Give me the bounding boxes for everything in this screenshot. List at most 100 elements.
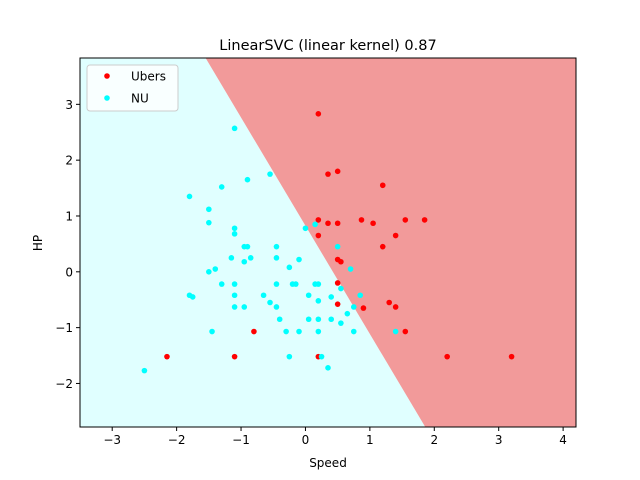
point-nu	[328, 316, 334, 322]
point-nu	[325, 365, 331, 371]
point-nu	[306, 292, 312, 298]
point-nu	[248, 255, 254, 261]
point-nu	[303, 225, 309, 231]
y-axis-label: HP	[31, 235, 45, 251]
point-nu	[219, 281, 225, 287]
y-tick-label: 1	[65, 209, 73, 223]
y-tick-label: 2	[65, 154, 73, 168]
point-ubers	[380, 244, 386, 250]
point-nu	[267, 171, 273, 177]
point-nu	[274, 244, 280, 250]
point-nu	[316, 281, 322, 287]
point-ubers	[325, 171, 331, 177]
y-tick-label: 0	[65, 265, 73, 279]
point-nu	[209, 329, 215, 335]
point-ubers	[164, 354, 170, 360]
point-nu	[187, 194, 193, 200]
point-ubers	[335, 301, 341, 307]
x-tick-label: 3	[495, 433, 503, 447]
point-nu	[283, 329, 289, 335]
point-nu	[206, 269, 212, 275]
point-nu	[232, 304, 238, 310]
point-nu	[345, 311, 351, 317]
point-nu	[232, 231, 238, 237]
point-ubers	[444, 354, 450, 360]
point-nu	[241, 304, 247, 310]
point-nu	[277, 316, 283, 322]
point-nu	[245, 244, 251, 250]
x-tick-label: 2	[430, 433, 438, 447]
point-ubers	[393, 304, 399, 310]
x-tick-label: −2	[168, 433, 186, 447]
point-ubers	[316, 217, 322, 223]
point-nu	[351, 329, 357, 335]
point-ubers	[370, 220, 376, 226]
point-ubers	[335, 169, 341, 175]
point-nu	[351, 304, 357, 310]
chart-title: LinearSVC (linear kernel) 0.87	[219, 38, 436, 54]
point-nu	[316, 316, 322, 322]
point-ubers	[386, 300, 392, 306]
point-nu	[296, 257, 302, 263]
point-nu	[232, 225, 238, 231]
x-tick-label: −3	[103, 433, 121, 447]
point-ubers	[422, 217, 428, 223]
point-nu	[261, 292, 267, 298]
point-nu	[212, 266, 218, 272]
legend-label-nu: NU	[131, 92, 149, 106]
legend-marker-nu	[104, 95, 110, 101]
point-nu	[142, 368, 148, 374]
point-nu	[287, 265, 293, 271]
point-nu	[206, 220, 212, 226]
point-nu	[274, 281, 280, 287]
point-ubers	[509, 354, 515, 360]
point-nu	[296, 329, 302, 335]
point-nu	[338, 286, 344, 292]
point-nu	[274, 255, 280, 261]
point-ubers	[232, 354, 238, 360]
y-axis: −2 −1 0 1 2 3	[55, 98, 80, 391]
point-nu	[393, 329, 399, 335]
y-tick-label: −2	[55, 377, 73, 391]
point-nu	[190, 294, 196, 300]
point-ubers	[380, 182, 386, 188]
point-nu	[229, 255, 235, 261]
x-tick-label: 1	[366, 433, 374, 447]
point-nu	[274, 304, 280, 310]
x-tick-label: −1	[232, 433, 250, 447]
legend-marker-ubers	[104, 73, 110, 79]
point-ubers	[361, 305, 367, 311]
point-nu	[348, 266, 354, 272]
point-ubers	[316, 233, 322, 239]
point-ubers	[251, 329, 257, 335]
x-axis: −3 −2 −1 0 1 2 3 4	[103, 427, 567, 447]
x-tick-label: 4	[559, 433, 567, 447]
point-nu	[306, 316, 312, 322]
point-ubers	[335, 220, 341, 226]
point-nu	[287, 354, 293, 360]
point-nu	[293, 281, 299, 287]
point-nu	[319, 354, 325, 360]
point-nu	[232, 126, 238, 132]
point-ubers	[402, 329, 408, 335]
point-nu	[357, 292, 363, 298]
x-axis-label: Speed	[309, 456, 347, 470]
plot-area	[80, 58, 576, 427]
point-ubers	[338, 259, 344, 265]
y-tick-label: 3	[65, 98, 73, 112]
point-nu	[335, 244, 341, 250]
legend-label-ubers: Ubers	[131, 70, 166, 84]
point-ubers	[393, 233, 399, 239]
point-ubers	[402, 217, 408, 223]
point-nu	[232, 281, 238, 287]
x-tick-label: 0	[302, 433, 310, 447]
y-tick-label: −1	[55, 321, 73, 335]
point-ubers	[325, 220, 331, 226]
point-nu	[206, 206, 212, 212]
point-ubers	[316, 111, 322, 117]
legend: Ubers NU	[87, 65, 178, 111]
point-ubers	[359, 217, 365, 223]
point-nu	[219, 184, 225, 190]
point-nu	[245, 177, 251, 183]
